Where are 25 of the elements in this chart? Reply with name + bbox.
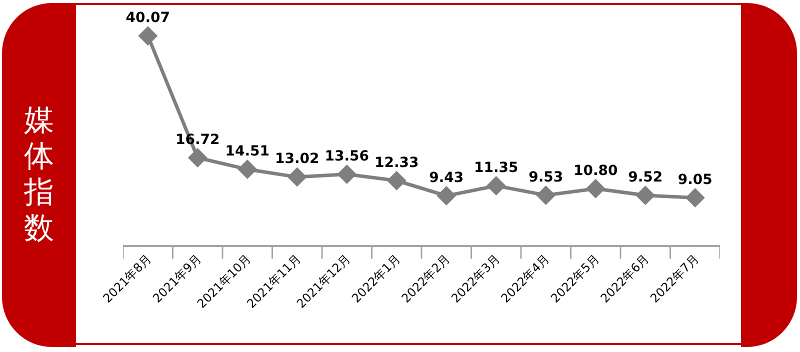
data-label: 9.52	[628, 169, 663, 186]
data-label: 12.33	[374, 154, 419, 171]
point	[536, 186, 556, 206]
data-label: 40.07	[126, 10, 170, 26]
point	[636, 186, 656, 206]
point	[486, 176, 506, 196]
point	[586, 178, 606, 198]
point	[436, 186, 456, 206]
data-label: 9.05	[678, 172, 712, 188]
point	[386, 170, 406, 190]
data-label: 9.43	[429, 170, 464, 186]
data-label: 10.80	[573, 162, 618, 179]
data-label: 13.02	[274, 151, 320, 168]
point	[287, 167, 307, 187]
data-label: 16.72	[175, 132, 220, 148]
data-label: 14.51	[225, 143, 270, 160]
y-axis-title: 媒体指数	[23, 103, 55, 247]
data-label: 9.53	[528, 169, 564, 186]
data-label: 11.35	[474, 160, 518, 176]
point	[685, 188, 705, 208]
point	[337, 164, 357, 184]
data-label: 13.56	[324, 148, 370, 164]
point	[138, 26, 158, 46]
point	[238, 160, 258, 180]
point	[188, 148, 208, 168]
